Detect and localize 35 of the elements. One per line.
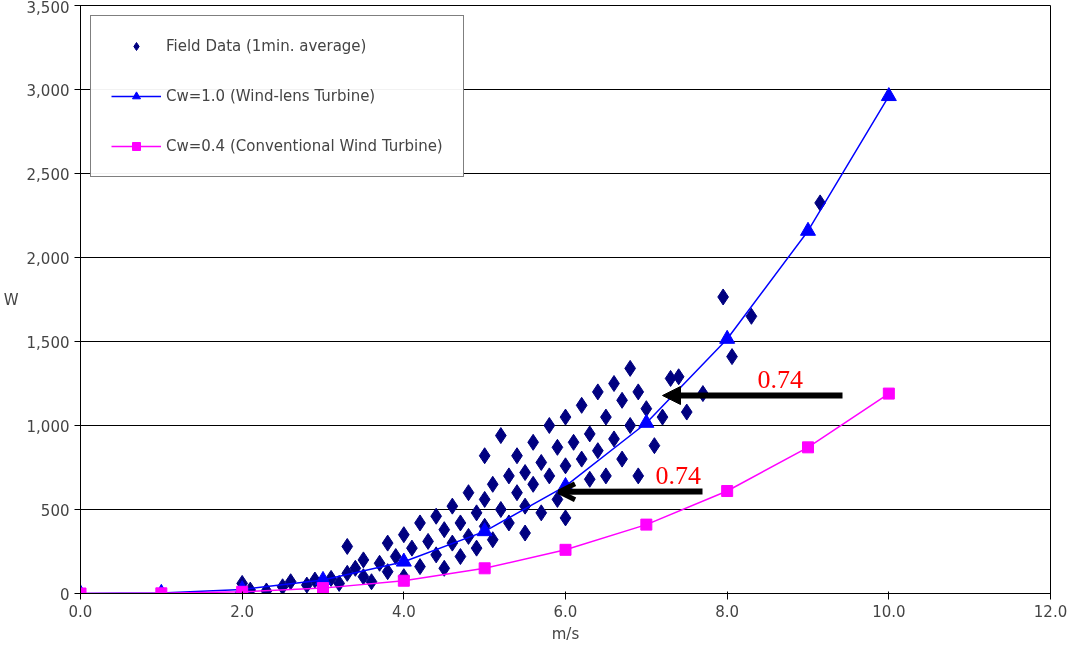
y-axis-title: W xyxy=(3,290,19,309)
x-tick-label: 0.0 xyxy=(68,602,93,621)
annotation: 0.74 xyxy=(757,364,803,394)
point xyxy=(800,221,816,236)
point xyxy=(559,543,572,556)
y-tick-label: 500 xyxy=(40,501,70,520)
y-tick-label: 3,000 xyxy=(26,81,70,100)
y-tick-label: 2,500 xyxy=(26,165,70,184)
point xyxy=(395,552,412,567)
point xyxy=(882,387,895,400)
point xyxy=(476,522,493,537)
legend-label: Field Data (1min. average) xyxy=(166,37,367,55)
x-tick-label: 8.0 xyxy=(715,602,740,621)
y-tick-label: 3,500 xyxy=(26,0,70,17)
y-tick-label: 1,000 xyxy=(26,417,70,436)
point xyxy=(638,413,655,428)
y-tick-label: 0 xyxy=(59,585,70,604)
x-tick-label: 10.0 xyxy=(872,602,906,621)
x-axis-title: m/s xyxy=(551,624,580,643)
point xyxy=(478,562,491,575)
x-tick-label: 4.0 xyxy=(391,602,416,621)
point xyxy=(719,329,736,344)
point xyxy=(802,441,814,454)
y-tick-label: 1,500 xyxy=(26,333,70,352)
point xyxy=(317,582,329,594)
annotation: 0.74 xyxy=(655,460,701,490)
x-tick-label: 12.0 xyxy=(1033,602,1068,621)
x-tick-label: 2.0 xyxy=(230,602,255,621)
legend-label: Cw=0.4 (Conventional Wind Turbine) xyxy=(166,137,443,155)
y-tick-label: 2,000 xyxy=(26,249,70,268)
point xyxy=(880,87,897,102)
x-tick-label: 6.0 xyxy=(553,602,578,621)
point xyxy=(640,518,653,531)
legend-label: Cw=1.0 (Wind-lens Turbine) xyxy=(166,87,376,105)
point xyxy=(397,574,410,587)
